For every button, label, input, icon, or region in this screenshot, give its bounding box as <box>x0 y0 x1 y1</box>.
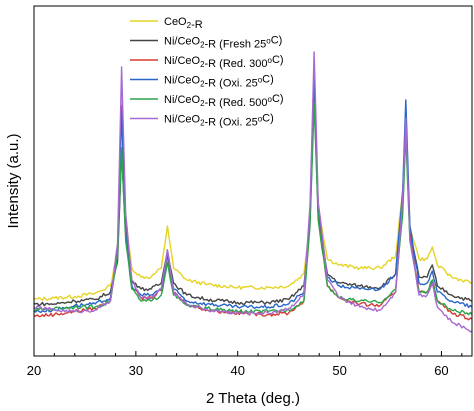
plot-frame <box>33 5 473 357</box>
series-layer <box>33 51 473 333</box>
legend-label-4: Ni/CeO2-R (Oxi. 25oC) <box>164 74 274 90</box>
x-tick-label: 30 <box>129 363 143 378</box>
x-tick-label: 50 <box>332 363 346 378</box>
legend-label-6: Ni/CeO2-R (Oxi. 25oC) <box>164 113 274 129</box>
series-line-4 <box>33 72 473 314</box>
legend-label-3: Ni/CeO2-R (Red. 300oC) <box>164 54 284 70</box>
legend-label-2: Ni/CeO2-R (Fresh 25oC) <box>164 35 282 51</box>
series-line-6 <box>33 51 473 333</box>
legend-label-1: CeO2-R <box>164 16 203 31</box>
legend: CeO2-R Ni/CeO2-R (Fresh 25oC) Ni/CeO2-R (R… <box>130 16 284 129</box>
x-axis-label: 2 Theta (deg.) <box>206 390 300 407</box>
x-tick-label: 60 <box>434 363 448 378</box>
x-tick-label: 40 <box>230 363 244 378</box>
x-axis-ticks: 20 30 40 50 60 <box>27 351 463 378</box>
legend-label-5: Ni/CeO2-R (Red. 500oC) <box>164 93 284 109</box>
series-line-1 <box>33 69 472 301</box>
x-tick-label: 20 <box>27 363 41 378</box>
y-axis-label: Intensity (a.u.) <box>5 133 22 228</box>
